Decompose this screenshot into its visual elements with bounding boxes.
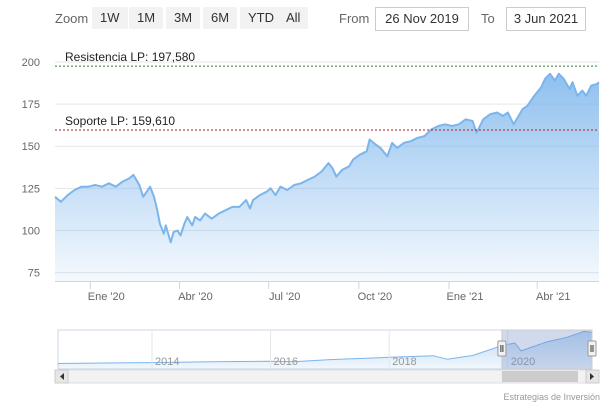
handle-body xyxy=(497,340,507,357)
from-date-input[interactable]: 26 Nov 2019 xyxy=(375,7,469,31)
series-area xyxy=(55,73,599,281)
scrollbar-thumb[interactable] xyxy=(501,371,578,382)
to-label: To xyxy=(481,11,495,26)
navigator-window[interactable] xyxy=(501,329,593,370)
chevron-right-icon xyxy=(590,373,594,380)
zoom-ytd-button[interactable]: YTD xyxy=(240,7,282,29)
zoom-1m-button[interactable]: 1M xyxy=(129,7,164,29)
x-tick-label: Ene '21 xyxy=(447,291,484,303)
from-label: From xyxy=(339,11,370,26)
navigator-right-handle[interactable] xyxy=(587,340,597,357)
zoom-3m-button[interactable]: 3M xyxy=(166,7,201,29)
x-tick-label: Abr '20 xyxy=(178,291,213,303)
zoom-1w-button[interactable]: 1W xyxy=(92,7,128,29)
navigator-year-label: 2020 xyxy=(511,356,535,368)
to-date-input[interactable]: 3 Jun 2021 xyxy=(506,7,586,31)
y-tick-label: 75 xyxy=(28,268,40,280)
resistance-label: Resistencia LP: 197,580 xyxy=(65,50,195,64)
support-label: Soporte LP: 159,610 xyxy=(65,114,175,128)
x-tick-label: Jul '20 xyxy=(269,291,300,303)
scrollbar-left-button[interactable] xyxy=(54,369,69,384)
scrollbar-right-button[interactable] xyxy=(585,369,600,384)
zoom-label: Zoom xyxy=(55,11,89,26)
chevron-left-icon xyxy=(60,373,64,380)
y-tick-label: 200 xyxy=(22,57,40,69)
y-tick-label: 175 xyxy=(22,99,40,111)
x-tick-label: Oct '20 xyxy=(358,291,393,303)
navigator-frame xyxy=(57,329,593,370)
chart-credit: Estrategias de Inversión xyxy=(503,392,600,402)
navigator-year-label: 2016 xyxy=(274,356,298,368)
handle-body xyxy=(587,340,597,357)
navigator-line xyxy=(57,330,593,364)
navigator-year-label: 2014 xyxy=(155,356,179,368)
y-tick-label: 125 xyxy=(22,183,40,195)
series-line xyxy=(54,72,600,244)
navigator-area xyxy=(58,331,592,369)
zoom-6m-button[interactable]: 6M xyxy=(203,7,238,29)
y-tick-label: 100 xyxy=(22,225,40,237)
navigator-left-handle[interactable] xyxy=(497,340,507,357)
x-tick-label: Abr '21 xyxy=(536,291,571,303)
y-tick-label: 150 xyxy=(22,141,40,153)
navigator-year-label: 2018 xyxy=(392,356,416,368)
scrollbar-track[interactable] xyxy=(54,369,600,384)
zoom-all-button[interactable]: All xyxy=(278,7,309,29)
x-tick-label: Ene '20 xyxy=(88,291,125,303)
range-selector: Zoom 1W 1M 3M 6M YTD All From 26 Nov 201… xyxy=(0,0,614,36)
